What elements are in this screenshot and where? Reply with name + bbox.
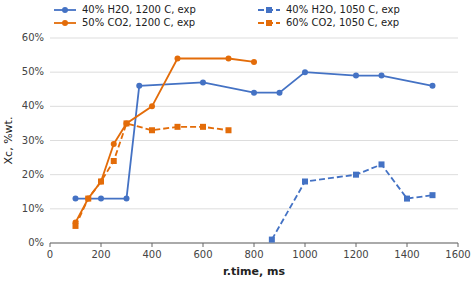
data-point	[111, 158, 117, 164]
data-point	[124, 196, 130, 202]
grid-line	[50, 72, 458, 73]
x-tick	[50, 243, 51, 247]
legend-marker	[266, 20, 272, 26]
x-tick	[254, 243, 255, 247]
chart: 0% 10% 20% 30% 40% 50% 60% 0 200 400 600 800 1000 120…	[0, 0, 474, 283]
x-tick	[407, 243, 408, 247]
data-point	[251, 90, 257, 96]
data-point	[404, 196, 410, 202]
x-tick-label: 1200	[343, 249, 368, 260]
legend-label: 50% CO2, 1200 C, exp	[82, 17, 195, 28]
data-point	[85, 196, 91, 202]
x-tick	[356, 243, 357, 247]
legend-label: 40% H2O, 1200 C, exp	[82, 4, 196, 15]
y-tick-label: 60%	[22, 32, 44, 43]
y-tick-label: 40%	[22, 100, 44, 111]
data-point	[226, 127, 232, 133]
y-tick-label: 30%	[22, 135, 44, 146]
data-point	[124, 120, 130, 126]
data-point	[226, 56, 232, 62]
y-tick-label: 10%	[22, 203, 44, 214]
x-tick	[458, 243, 459, 247]
x-tick	[305, 243, 306, 247]
x-tick-label: 400	[142, 249, 161, 260]
x-tick-label: 0	[47, 249, 53, 260]
y-tick-label: 0%	[28, 237, 44, 248]
x-axis-label: r.time, ms	[223, 265, 285, 278]
x-tick	[101, 243, 102, 247]
data-point	[149, 127, 155, 133]
data-point	[149, 103, 155, 109]
data-point	[98, 196, 104, 202]
data-point	[200, 79, 206, 85]
data-point	[251, 59, 257, 65]
x-axis-line	[50, 243, 458, 244]
series-line	[272, 164, 433, 239]
x-tick-label: 200	[91, 249, 110, 260]
series-line	[76, 123, 229, 226]
axes: 0% 10% 20% 30% 40% 50% 60% 0 200 400 600 800 1000 120…	[22, 32, 471, 260]
data-point	[353, 172, 359, 178]
data-point	[111, 141, 117, 147]
data-point	[175, 124, 181, 130]
grid-line	[50, 243, 458, 244]
data-point	[379, 161, 385, 167]
x-tick-label: 1000	[292, 249, 317, 260]
series-line	[76, 72, 433, 198]
data-point	[73, 223, 79, 229]
series-line	[76, 59, 255, 223]
data-point	[98, 179, 104, 185]
x-tick-label: 1600	[445, 249, 470, 260]
data-point	[73, 196, 79, 202]
data-point	[200, 124, 206, 130]
data-point	[269, 237, 275, 243]
x-tick	[152, 243, 153, 247]
x-tick-label: 600	[193, 249, 212, 260]
plot-area	[73, 56, 436, 243]
data-point	[302, 179, 308, 185]
grid-line	[50, 38, 458, 39]
legend-marker	[62, 7, 68, 13]
legend: 40% H2O, 1200 C, exp 40% H2O, 1050 C, exp…	[54, 4, 400, 28]
data-point	[136, 83, 142, 89]
x-tick	[203, 243, 204, 247]
legend-marker	[266, 7, 272, 13]
legend-label: 60% CO2, 1050 C, exp	[286, 17, 399, 28]
grid-line	[50, 140, 458, 141]
grid-line	[50, 106, 458, 107]
x-tick-label: 1400	[394, 249, 419, 260]
data-point	[277, 90, 283, 96]
data-point	[353, 73, 359, 79]
y-tick-label: 20%	[22, 169, 44, 180]
legend-marker	[62, 20, 68, 26]
data-point	[98, 179, 104, 185]
data-point	[175, 56, 181, 62]
x-tick-label: 800	[244, 249, 263, 260]
background	[0, 0, 474, 283]
y-axis-label: Xc, %wt.	[2, 117, 15, 165]
grid-line	[50, 208, 458, 209]
y-tick-label: 50%	[22, 66, 44, 77]
data-point	[302, 69, 308, 75]
grid-line	[50, 174, 458, 175]
data-point	[85, 196, 91, 202]
data-point	[430, 83, 436, 89]
data-point	[379, 73, 385, 79]
data-point	[124, 120, 130, 126]
legend-label: 40% H2O, 1050 C, exp	[286, 4, 400, 15]
data-point	[430, 192, 436, 198]
